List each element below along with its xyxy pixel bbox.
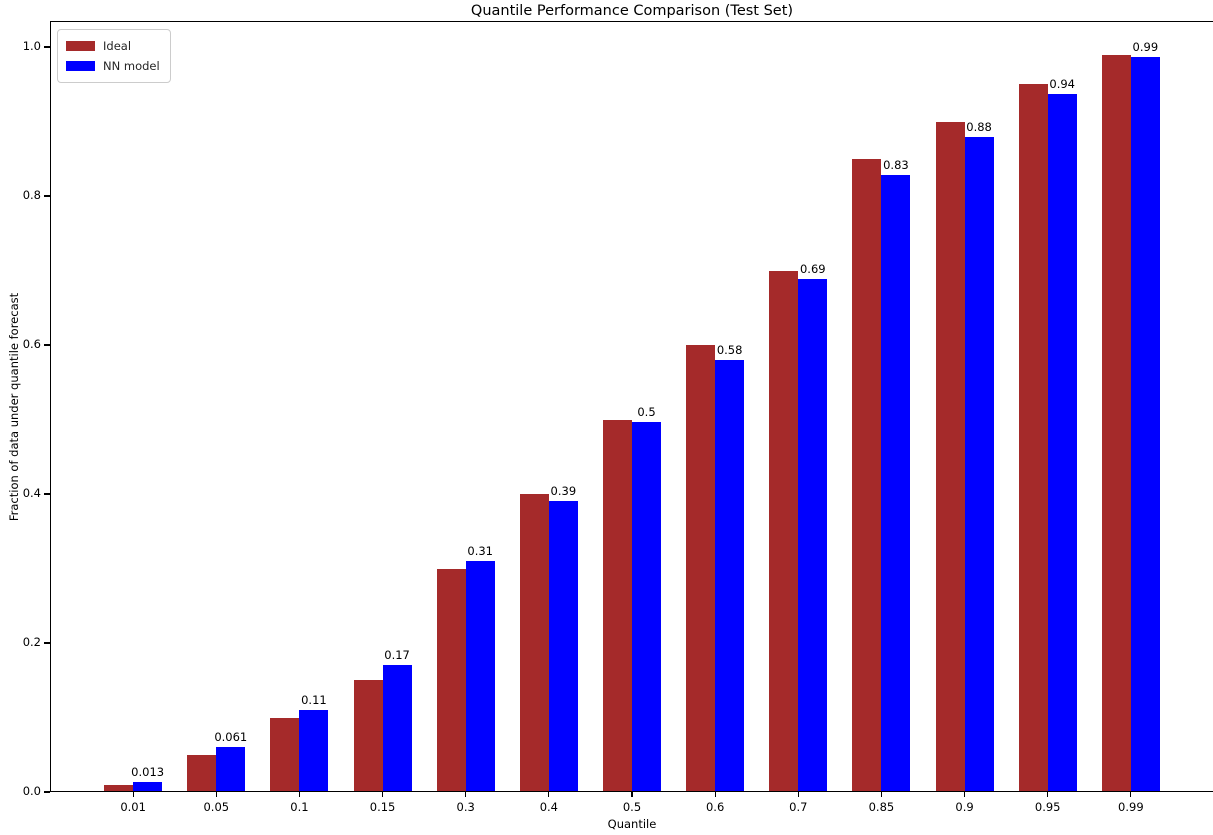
chart-title: Quantile Performance Comparison (Test Se… <box>470 3 794 19</box>
bar-value-label: 0.061 <box>214 729 248 744</box>
legend-item-ideal: Ideal <box>66 36 160 56</box>
bar-ideal-0.99 <box>1101 54 1131 792</box>
y-tick-mark <box>44 344 50 346</box>
bar-ideal-0.1 <box>270 717 300 792</box>
legend-swatch-ideal <box>66 41 95 51</box>
bar-value-label: 0.94 <box>1049 77 1076 91</box>
y-tick-label: 0.4 <box>22 486 41 501</box>
bar-ideal-0.4 <box>519 494 549 792</box>
bar-nn-model-0.4 <box>548 501 578 792</box>
x-tick-label: 0.6 <box>705 800 725 814</box>
bar-nn-model-0.3 <box>465 561 495 792</box>
bar-nn-model-0.5 <box>632 421 661 792</box>
bar-nn-model-0.7 <box>798 279 828 792</box>
bar-nn-model-0.99 <box>1130 56 1160 792</box>
x-tick-label: 0.1 <box>290 800 309 814</box>
x-tick-mark <box>215 792 217 797</box>
x-tick-mark <box>963 792 966 797</box>
bar-nn-model-0.85 <box>881 175 911 792</box>
x-tick-label: 0.9 <box>955 800 974 814</box>
x-tick-mark <box>381 792 384 797</box>
bar-ideal-0.01 <box>104 784 134 792</box>
bar-ideal-0.3 <box>436 568 466 792</box>
legend-label: Ideal <box>103 39 132 53</box>
y-tick-label: 0.2 <box>22 635 41 649</box>
bar-ideal-0.05 <box>187 754 217 792</box>
x-tick-label: 0.85 <box>868 800 895 814</box>
bar-nn-model-0.95 <box>1047 94 1077 792</box>
x-tick-label: 0.15 <box>369 800 396 814</box>
bar-value-label: 0.5 <box>637 404 656 419</box>
bar-value-label: 0.17 <box>384 648 410 663</box>
x-tick-mark <box>1047 792 1049 797</box>
x-tick-label: 0.01 <box>120 800 146 814</box>
legend-item-nn-model: NN model <box>66 56 160 76</box>
y-tick-label: 1.0 <box>22 39 41 54</box>
x-tick-mark <box>548 792 550 797</box>
legend: Ideal NN model <box>57 29 171 83</box>
x-tick-label: 0.7 <box>789 800 808 814</box>
x-tick-label: 0.99 <box>1118 800 1144 814</box>
x-tick-mark <box>132 792 134 797</box>
bar-ideal-0.5 <box>603 419 632 792</box>
x-tick-label: 0.05 <box>203 800 230 814</box>
x-tick-label: 0.5 <box>622 800 642 814</box>
bar-value-label: 0.39 <box>550 484 577 499</box>
bar-ideal-0.85 <box>852 158 882 792</box>
bar-value-label: 0.69 <box>799 262 826 277</box>
x-tick-mark <box>465 792 467 797</box>
y-tick-label: 0.6 <box>22 337 41 352</box>
bar-ideal-0.95 <box>1018 84 1048 792</box>
x-tick-mark <box>298 792 301 797</box>
bar-nn-model-0.1 <box>299 710 329 792</box>
x-tick-mark <box>1130 792 1132 797</box>
y-tick-mark <box>44 46 50 48</box>
bar-nn-model-0.9 <box>964 137 994 792</box>
x-tick-mark <box>714 792 716 797</box>
bar-value-label: 0.11 <box>301 693 327 708</box>
bar-ideal-0.7 <box>769 270 799 792</box>
bar-value-label: 0.31 <box>467 544 494 559</box>
bar-value-label: 0.99 <box>1132 39 1159 54</box>
y-tick-mark <box>44 791 50 793</box>
y-tick-mark <box>44 493 50 495</box>
bar-ideal-0.9 <box>935 121 965 792</box>
x-tick-label: 0.3 <box>456 800 475 814</box>
y-tick-mark <box>44 195 50 197</box>
legend-swatch-nn-model <box>66 61 95 71</box>
bar-ideal-0.15 <box>353 680 383 792</box>
x-tick-mark <box>880 792 883 797</box>
x-tick-label: 0.95 <box>1034 800 1061 814</box>
x-axis-label: Quantile <box>607 817 657 831</box>
bar-nn-model-0.01 <box>133 782 163 792</box>
x-tick-mark <box>631 792 633 797</box>
y-tick-label: 0.8 <box>22 188 41 203</box>
y-tick-mark <box>44 642 50 644</box>
y-tick-label: 0.0 <box>22 784 41 798</box>
bar-nn-model-0.6 <box>715 359 745 792</box>
bar-value-label: 0.013 <box>131 765 165 780</box>
bar-ideal-0.6 <box>686 345 716 792</box>
x-tick-mark <box>797 792 799 797</box>
bar-value-label: 0.58 <box>716 342 743 357</box>
bar-nn-model-0.05 <box>216 746 246 792</box>
legend-label: NN model <box>103 59 160 73</box>
bar-nn-model-0.15 <box>382 665 412 792</box>
bar-value-label: 0.88 <box>966 120 992 135</box>
x-tick-label: 0.4 <box>539 800 558 814</box>
bar-value-label: 0.83 <box>883 158 909 173</box>
